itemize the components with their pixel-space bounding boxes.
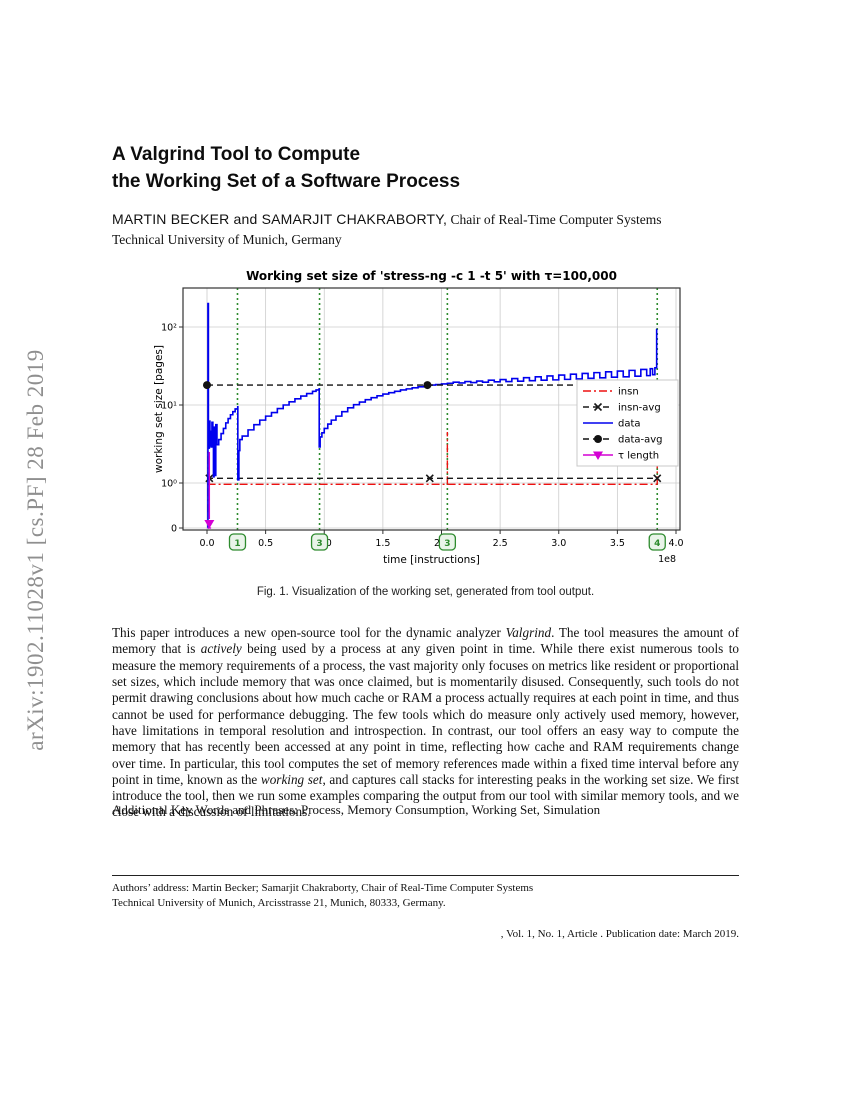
svg-text:2.5: 2.5: [493, 538, 508, 549]
figure-1: 0.00.51.01.52.02.53.03.54.0010⁰10¹10²1e8…: [150, 268, 700, 578]
authors-line: MARTIN BECKER and SAMARJIT CHAKRABORTY, …: [112, 211, 739, 228]
svg-text:3.0: 3.0: [551, 538, 566, 549]
svg-text:4.0: 4.0: [668, 538, 683, 549]
svg-text:10¹: 10¹: [161, 401, 177, 412]
footnote-rule: [112, 875, 739, 876]
keywords-line: Additional Key Words and Phrases: Proces…: [112, 802, 601, 817]
abstract-paragraph: This paper introduces a new open-source …: [112, 625, 740, 820]
working-set-chart: 0.00.51.01.52.02.53.03.54.0010⁰10¹10²1e8…: [153, 269, 684, 566]
svg-text:1.5: 1.5: [375, 538, 390, 549]
affiliation-line: Technical University of Munich, Germany: [112, 232, 342, 247]
svg-text:τ length: τ length: [618, 451, 659, 462]
arxiv-watermark: arXiv:1902.11028v1 [cs.PF] 28 Feb 2019: [23, 349, 48, 751]
svg-text:insn-avg: insn-avg: [618, 403, 661, 414]
svg-text:10²: 10²: [161, 323, 177, 334]
svg-text:3: 3: [316, 539, 322, 549]
svg-text:Working set size of 'stress-ng: Working set size of 'stress-ng -c 1 -t 5…: [246, 269, 617, 283]
svg-text:3.5: 3.5: [610, 538, 625, 549]
svg-text:1: 1: [234, 539, 240, 549]
svg-text:3: 3: [444, 539, 450, 549]
svg-text:10⁰: 10⁰: [161, 479, 177, 490]
author-names: MARTIN BECKER and SAMARJIT CHAKRABORTY,: [112, 211, 448, 227]
paper-title-line1: A Valgrind Tool to Compute: [112, 144, 361, 165]
svg-text:4: 4: [654, 539, 660, 549]
svg-text:working set size [pages]: working set size [pages]: [153, 345, 165, 473]
authors-address-line2: Technical University of Munich, Arcisstr…: [112, 897, 446, 909]
authors-address-line1: Authors’ address: Martin Becker; Samarji…: [112, 882, 534, 894]
paper-title-line2: the Working Set of a Software Process: [112, 171, 461, 192]
svg-text:data-avg: data-avg: [618, 435, 663, 446]
authors-address: Authors’ address: Martin Becker; Samarji…: [112, 881, 739, 911]
figure-caption: Fig. 1. Visualization of the working set…: [256, 586, 595, 598]
svg-text:insn: insn: [618, 387, 639, 398]
svg-text:time [instructions]: time [instructions]: [383, 554, 480, 566]
svg-text:0.0: 0.0: [199, 538, 214, 549]
author-chair: Chair of Real-Time Computer Systems: [447, 212, 662, 227]
paper-title: A Valgrind Tool to Compute the Working S…: [112, 141, 739, 195]
svg-text:0: 0: [171, 524, 177, 535]
svg-text:0.5: 0.5: [258, 538, 273, 549]
svg-text:1e8: 1e8: [658, 554, 676, 565]
svg-text:data: data: [618, 419, 641, 430]
publication-info: , Vol. 1, No. 1, Article . Publication d…: [500, 928, 739, 940]
